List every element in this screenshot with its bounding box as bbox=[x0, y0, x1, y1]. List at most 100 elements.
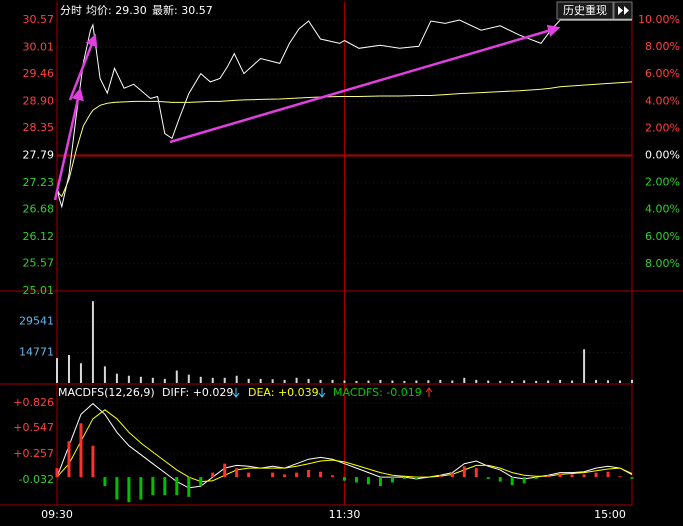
button-icon[interactable] bbox=[618, 6, 629, 15]
volume-bar bbox=[475, 379, 478, 383]
volume-bar bbox=[103, 366, 106, 383]
x-tick-label: 09:30 bbox=[41, 508, 73, 521]
legend-entry: MACDFS: -0.019 bbox=[333, 386, 422, 399]
volume-bar bbox=[319, 379, 322, 383]
volume-bar bbox=[547, 380, 550, 383]
y-tick-label: 29.46 bbox=[23, 67, 55, 80]
macd-bar bbox=[438, 475, 442, 478]
macd-bar bbox=[175, 477, 179, 496]
price-line bbox=[56, 81, 633, 198]
history-button[interactable]: 历史重现 bbox=[556, 1, 633, 20]
macd-bar bbox=[486, 477, 490, 479]
macd-bar bbox=[570, 474, 574, 478]
y2-tick-label: 8.00% bbox=[645, 257, 680, 270]
volume-bar bbox=[307, 378, 310, 383]
volume-bar bbox=[367, 380, 370, 383]
y2-tick-label: 4.00% bbox=[645, 94, 680, 107]
macd-bar bbox=[594, 472, 598, 478]
volume-bar bbox=[127, 375, 130, 383]
volume-bar bbox=[595, 379, 598, 383]
macd-bar bbox=[211, 472, 215, 478]
y-tick-label: +0.826 bbox=[13, 396, 54, 409]
macd-title: MACDFS(12,26,9) bbox=[58, 386, 155, 399]
macd-bar bbox=[378, 477, 382, 487]
volume-bar bbox=[175, 370, 178, 383]
x-tick-label: 11:30 bbox=[329, 508, 361, 521]
volume-bar bbox=[271, 379, 274, 383]
volume-bar bbox=[247, 378, 250, 383]
macd-bar bbox=[582, 474, 586, 478]
macd-bar bbox=[55, 468, 59, 478]
y2-tick-label: 8.00% bbox=[645, 40, 680, 53]
volume-bar bbox=[583, 349, 586, 383]
volume-bar bbox=[427, 380, 430, 383]
legend-entry: DEA: +0.039 bbox=[248, 386, 319, 399]
volume-bar bbox=[403, 380, 406, 383]
volume-bar bbox=[535, 380, 538, 383]
macd-bar bbox=[223, 463, 227, 478]
y-tick-label: 26.68 bbox=[23, 203, 55, 216]
down-arrow bbox=[232, 388, 240, 398]
chart-title: 分时 bbox=[60, 4, 82, 17]
macd-bar bbox=[307, 469, 311, 478]
y-tick-label: -0.032 bbox=[19, 473, 54, 486]
macd-line bbox=[56, 409, 633, 483]
macd-bar bbox=[402, 477, 406, 479]
volume-bar bbox=[283, 379, 286, 383]
macd-header: MACDFS(12,26,9) DIFF: +0.029 DEA: +0.039… bbox=[58, 386, 433, 399]
macd-bar bbox=[534, 477, 538, 479]
volume-bar bbox=[199, 376, 202, 383]
grid-layer bbox=[57, 2, 632, 505]
macd-bar bbox=[618, 476, 622, 478]
macd-bar bbox=[139, 477, 143, 500]
macd-bar bbox=[522, 477, 526, 484]
volume-bar bbox=[415, 380, 418, 383]
macd-bar bbox=[414, 477, 418, 480]
y-tick-label: 26.12 bbox=[23, 230, 55, 243]
volume-bar bbox=[79, 363, 82, 383]
volume-bar bbox=[511, 380, 514, 383]
macd-bar bbox=[115, 477, 119, 500]
macd-bar bbox=[546, 475, 550, 478]
macd-bar bbox=[510, 477, 514, 486]
macd-bar bbox=[91, 445, 95, 478]
macd-bar bbox=[199, 477, 203, 487]
y2-tick-label: 4.00% bbox=[645, 203, 680, 216]
macd-bar bbox=[558, 473, 562, 478]
volume-bar bbox=[91, 301, 94, 383]
legend-entry: DIFF: +0.029 bbox=[162, 386, 233, 399]
y-tick-label: +0.257 bbox=[13, 447, 54, 460]
button-label[interactable]: 历史重现 bbox=[563, 3, 607, 17]
macd-bar bbox=[79, 423, 83, 478]
macd-bar bbox=[163, 477, 167, 496]
price-line bbox=[56, 19, 632, 209]
y-tick-label: +0.547 bbox=[13, 421, 54, 434]
volume-bar bbox=[331, 379, 334, 383]
y2-tick-label: 6.00% bbox=[645, 230, 680, 243]
volume-bar bbox=[439, 379, 442, 383]
y-tick-label: 27.79 bbox=[23, 149, 55, 162]
y2-tick-label: 6.00% bbox=[645, 67, 680, 80]
macd-bar bbox=[606, 471, 610, 478]
average-price: 均价: 29.30 bbox=[86, 4, 147, 17]
macd-bar bbox=[462, 466, 466, 478]
volume-bar bbox=[559, 379, 562, 383]
macd-bar bbox=[127, 477, 131, 503]
macd-bar bbox=[271, 472, 275, 478]
volume-bar bbox=[619, 380, 622, 383]
macd-bar bbox=[247, 472, 251, 478]
macd-bar bbox=[67, 441, 71, 478]
y2-tick-label: 10.00% bbox=[638, 13, 680, 26]
macd-bar bbox=[366, 477, 370, 485]
volume-bar bbox=[607, 380, 610, 383]
volume-bar bbox=[223, 377, 226, 383]
macd-bar bbox=[474, 468, 478, 478]
volume-bar bbox=[391, 380, 394, 383]
frame bbox=[0, 2, 683, 506]
volume-bar bbox=[487, 380, 490, 383]
button-bg[interactable] bbox=[556, 1, 614, 20]
x-tick-label: 15:00 bbox=[594, 508, 626, 521]
y-tick-label: 14771 bbox=[19, 345, 54, 358]
y2-tick-label: 2.00% bbox=[645, 121, 680, 134]
